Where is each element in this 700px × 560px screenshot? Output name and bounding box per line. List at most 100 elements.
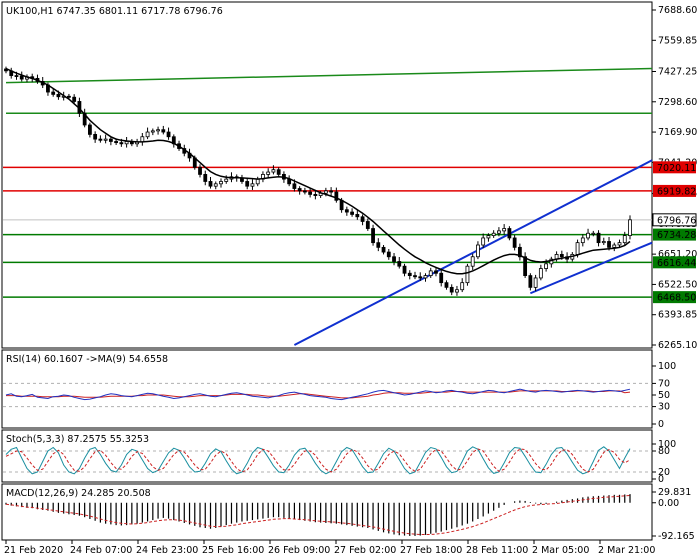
- candle-body: [308, 191, 313, 195]
- candle-body: [119, 142, 124, 145]
- candle-body: [413, 275, 417, 278]
- candle-body: [376, 242, 381, 248]
- stoch-tick-label: 0: [658, 474, 664, 485]
- candle-body: [329, 190, 334, 193]
- level-label-bg: [653, 256, 696, 269]
- macd-signal-line: [5, 494, 631, 535]
- candle-body: [502, 228, 507, 232]
- green-trendline: [5, 67, 653, 84]
- candle-body: [360, 216, 365, 222]
- level-label: 7020.11: [657, 163, 696, 174]
- candle-body: [586, 232, 590, 239]
- candle-body: [355, 214, 360, 218]
- candle-body: [245, 181, 250, 187]
- price-tick-label: 7559.85: [658, 35, 697, 46]
- candle-body: [103, 138, 108, 141]
- candle-body: [213, 183, 218, 187]
- candle-body: [591, 232, 596, 235]
- current-price-label-bg: [652, 213, 697, 227]
- blue-trendline: [529, 241, 653, 295]
- candle-body: [444, 282, 449, 288]
- stoch-header: Stoch(5,3,3) 87.2575 55.3253: [6, 434, 149, 445]
- time-tick-label: 28 Feb 11:00: [466, 545, 528, 556]
- candle-body: [507, 228, 512, 239]
- candle-body: [418, 276, 423, 279]
- time-tick-label: 27 Feb 02:00: [334, 545, 396, 556]
- stoch-panel: [1, 429, 653, 483]
- level-label-bg: [653, 291, 696, 304]
- level-label: 6919.82: [657, 186, 696, 197]
- macd-layer: [5, 494, 631, 536]
- rsi-tick-label: 70: [658, 378, 670, 389]
- time-tick-label: 27 Feb 18:00: [400, 545, 462, 556]
- price-panel: [1, 1, 653, 349]
- candle-body: [491, 232, 496, 236]
- candle-body: [156, 129, 160, 132]
- macd-tick-label: 0.00: [658, 498, 679, 509]
- candle-body: [434, 270, 438, 274]
- candle-body: [82, 112, 87, 126]
- candle-body: [292, 183, 297, 189]
- macd-tick-label: 29.831: [658, 487, 691, 498]
- candle-body: [455, 289, 459, 293]
- time-tick-label: 24 Feb 07:00: [70, 545, 132, 556]
- candle-body: [397, 261, 402, 267]
- candle-body: [14, 75, 19, 77]
- candle-body: [344, 209, 349, 213]
- blue-trendline: [293, 159, 653, 346]
- candle-body: [512, 237, 517, 248]
- time-tick-label: 2 Mar 05:00: [532, 545, 589, 556]
- candle-body: [208, 181, 213, 187]
- time-tick-label: 2 Mar 21:00: [598, 545, 655, 556]
- rsi-layer: [3, 382, 652, 408]
- candle-body: [386, 251, 391, 258]
- candle-body: [465, 265, 470, 284]
- candle-body: [439, 272, 444, 284]
- candle-body: [56, 93, 61, 98]
- candle-body: [617, 242, 622, 246]
- level-label-bg: [653, 228, 696, 241]
- time-tick-label: 24 Feb 23:00: [136, 545, 198, 556]
- candle-body: [533, 277, 538, 288]
- candle-body: [470, 256, 475, 267]
- candle-body: [575, 242, 580, 255]
- time-tick-label: 21 Feb 2020: [4, 545, 63, 556]
- candle-body: [219, 181, 223, 185]
- price-tick-label: 6651.20: [658, 249, 697, 260]
- candle-body: [607, 241, 611, 248]
- candle-body: [224, 178, 229, 182]
- candle-body: [428, 270, 433, 276]
- candle-body: [544, 263, 549, 269]
- current-price-label: 6796.76: [657, 215, 696, 226]
- candle-body: [476, 244, 480, 258]
- candle-body: [449, 286, 454, 293]
- rsi-panel: [1, 349, 653, 429]
- candle-body: [528, 275, 533, 288]
- candle-body: [580, 237, 585, 244]
- candle-body: [402, 265, 407, 274]
- candle-body: [276, 169, 281, 175]
- candle-body: [67, 95, 71, 98]
- candle-body: [538, 268, 543, 279]
- symbol-header: UK100,H1 6747.35 6801.11 6717.78 6796.76: [6, 6, 223, 17]
- rsi-tick-label: 100: [658, 361, 676, 372]
- candle-body: [371, 228, 375, 244]
- candle-body: [271, 169, 276, 173]
- candle-body: [302, 190, 307, 193]
- candle-body: [108, 138, 113, 142]
- candle-body: [198, 166, 202, 175]
- candle-body: [407, 272, 412, 276]
- price-tick-label: 7427.25: [658, 67, 697, 78]
- candle-body: [150, 130, 155, 133]
- rsi-tick-label: 0: [658, 419, 664, 430]
- candle-body: [423, 275, 428, 279]
- stoch-tick-label: 20: [658, 467, 670, 478]
- level-label-bg: [653, 161, 696, 174]
- level-label: 6616.44: [657, 258, 696, 269]
- candle-body: [266, 171, 271, 175]
- level-label-bg: [653, 184, 696, 197]
- candle-body: [313, 194, 318, 196]
- price-tick-label: 7298.60: [658, 97, 697, 108]
